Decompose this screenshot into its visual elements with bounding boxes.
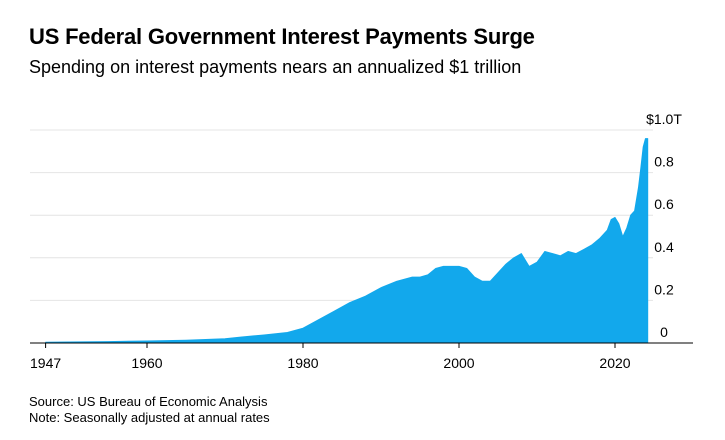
chart-subtitle: Spending on interest payments nears an a… bbox=[29, 57, 522, 77]
x-axis: 1947 1960 1980 2000 2020 bbox=[30, 342, 693, 371]
y-tick-label-1: 0.2 bbox=[654, 281, 674, 297]
x-tick-label-0: 1947 bbox=[30, 355, 61, 371]
x-tick-label-3: 2000 bbox=[443, 355, 474, 371]
adjustment-note: Note: Seasonally adjusted at annual rate… bbox=[29, 410, 270, 425]
y-tick-label-4: 0.8 bbox=[654, 154, 674, 170]
x-tick-label-4: 2020 bbox=[599, 355, 630, 371]
source-note: Source: US Bureau of Economic Analysis bbox=[29, 394, 268, 409]
x-tick-label-2: 1980 bbox=[287, 355, 318, 371]
y-tick-label-2: 0.4 bbox=[654, 239, 674, 255]
chart-title: US Federal Government Interest Payments … bbox=[29, 24, 535, 49]
y-tick-label-0: 0 bbox=[660, 324, 668, 340]
y-axis-labels: 0 0.2 0.4 0.6 0.8 $1.0T bbox=[646, 111, 682, 340]
y-tick-label-5: $1.0T bbox=[646, 111, 682, 127]
interest-payments-area bbox=[45, 138, 649, 344]
chart-notes: Source: US Bureau of Economic Analysis N… bbox=[29, 394, 270, 426]
x-tick-label-1: 1960 bbox=[131, 355, 162, 371]
y-tick-label-3: 0.6 bbox=[654, 196, 674, 212]
